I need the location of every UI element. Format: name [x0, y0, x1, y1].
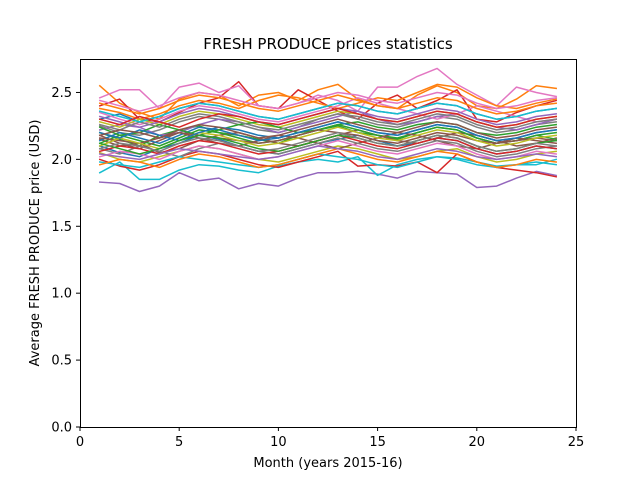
x-tick-label: 15: [369, 435, 386, 450]
plot-frame: [80, 59, 577, 428]
x-tick-label: 25: [568, 435, 585, 450]
x-tick-label: 5: [175, 435, 183, 450]
series-line-38: [98, 131, 558, 153]
series-line-37: [98, 91, 558, 112]
x-tick-label: 20: [469, 435, 486, 450]
series-line-35: [98, 145, 558, 161]
x-axis-label: Month (years 2015-16): [253, 456, 402, 471]
y-axis-ticks: 0.0 0.5 1.0 1.5 2.0 2.5: [51, 86, 80, 436]
series-line-36: [98, 118, 558, 139]
x-tick-label: 10: [270, 435, 287, 450]
series-line-22: [98, 94, 558, 115]
chart-title: FRESH PRODUCE prices statistics: [203, 35, 453, 53]
series-line-5: [98, 170, 558, 193]
series-line-17: [98, 97, 558, 126]
y-tick-label: 2.0: [51, 153, 72, 168]
series-line-28: [98, 113, 558, 131]
y-tick-label: 0.5: [51, 354, 72, 369]
series-line-30: [98, 102, 558, 123]
series-line-34: [98, 107, 558, 128]
x-tick-label: 0: [76, 435, 84, 450]
y-tick-label: 0.0: [51, 421, 72, 436]
y-tick-label: 2.5: [51, 86, 72, 101]
y-tick-label: 1.0: [51, 287, 72, 302]
y-tick-label: 1.5: [51, 220, 72, 235]
series-line-18: [98, 137, 558, 158]
series-line-32: [98, 147, 558, 169]
series-lines: [98, 67, 558, 193]
series-line-31: [98, 121, 558, 142]
x-axis-ticks: 0 5 10 15 20 25: [76, 427, 584, 450]
series-line-20: [98, 153, 558, 169]
y-axis-label: Average FRESH PRODUCE price (USD): [28, 120, 43, 367]
series-line-27: [98, 139, 558, 161]
